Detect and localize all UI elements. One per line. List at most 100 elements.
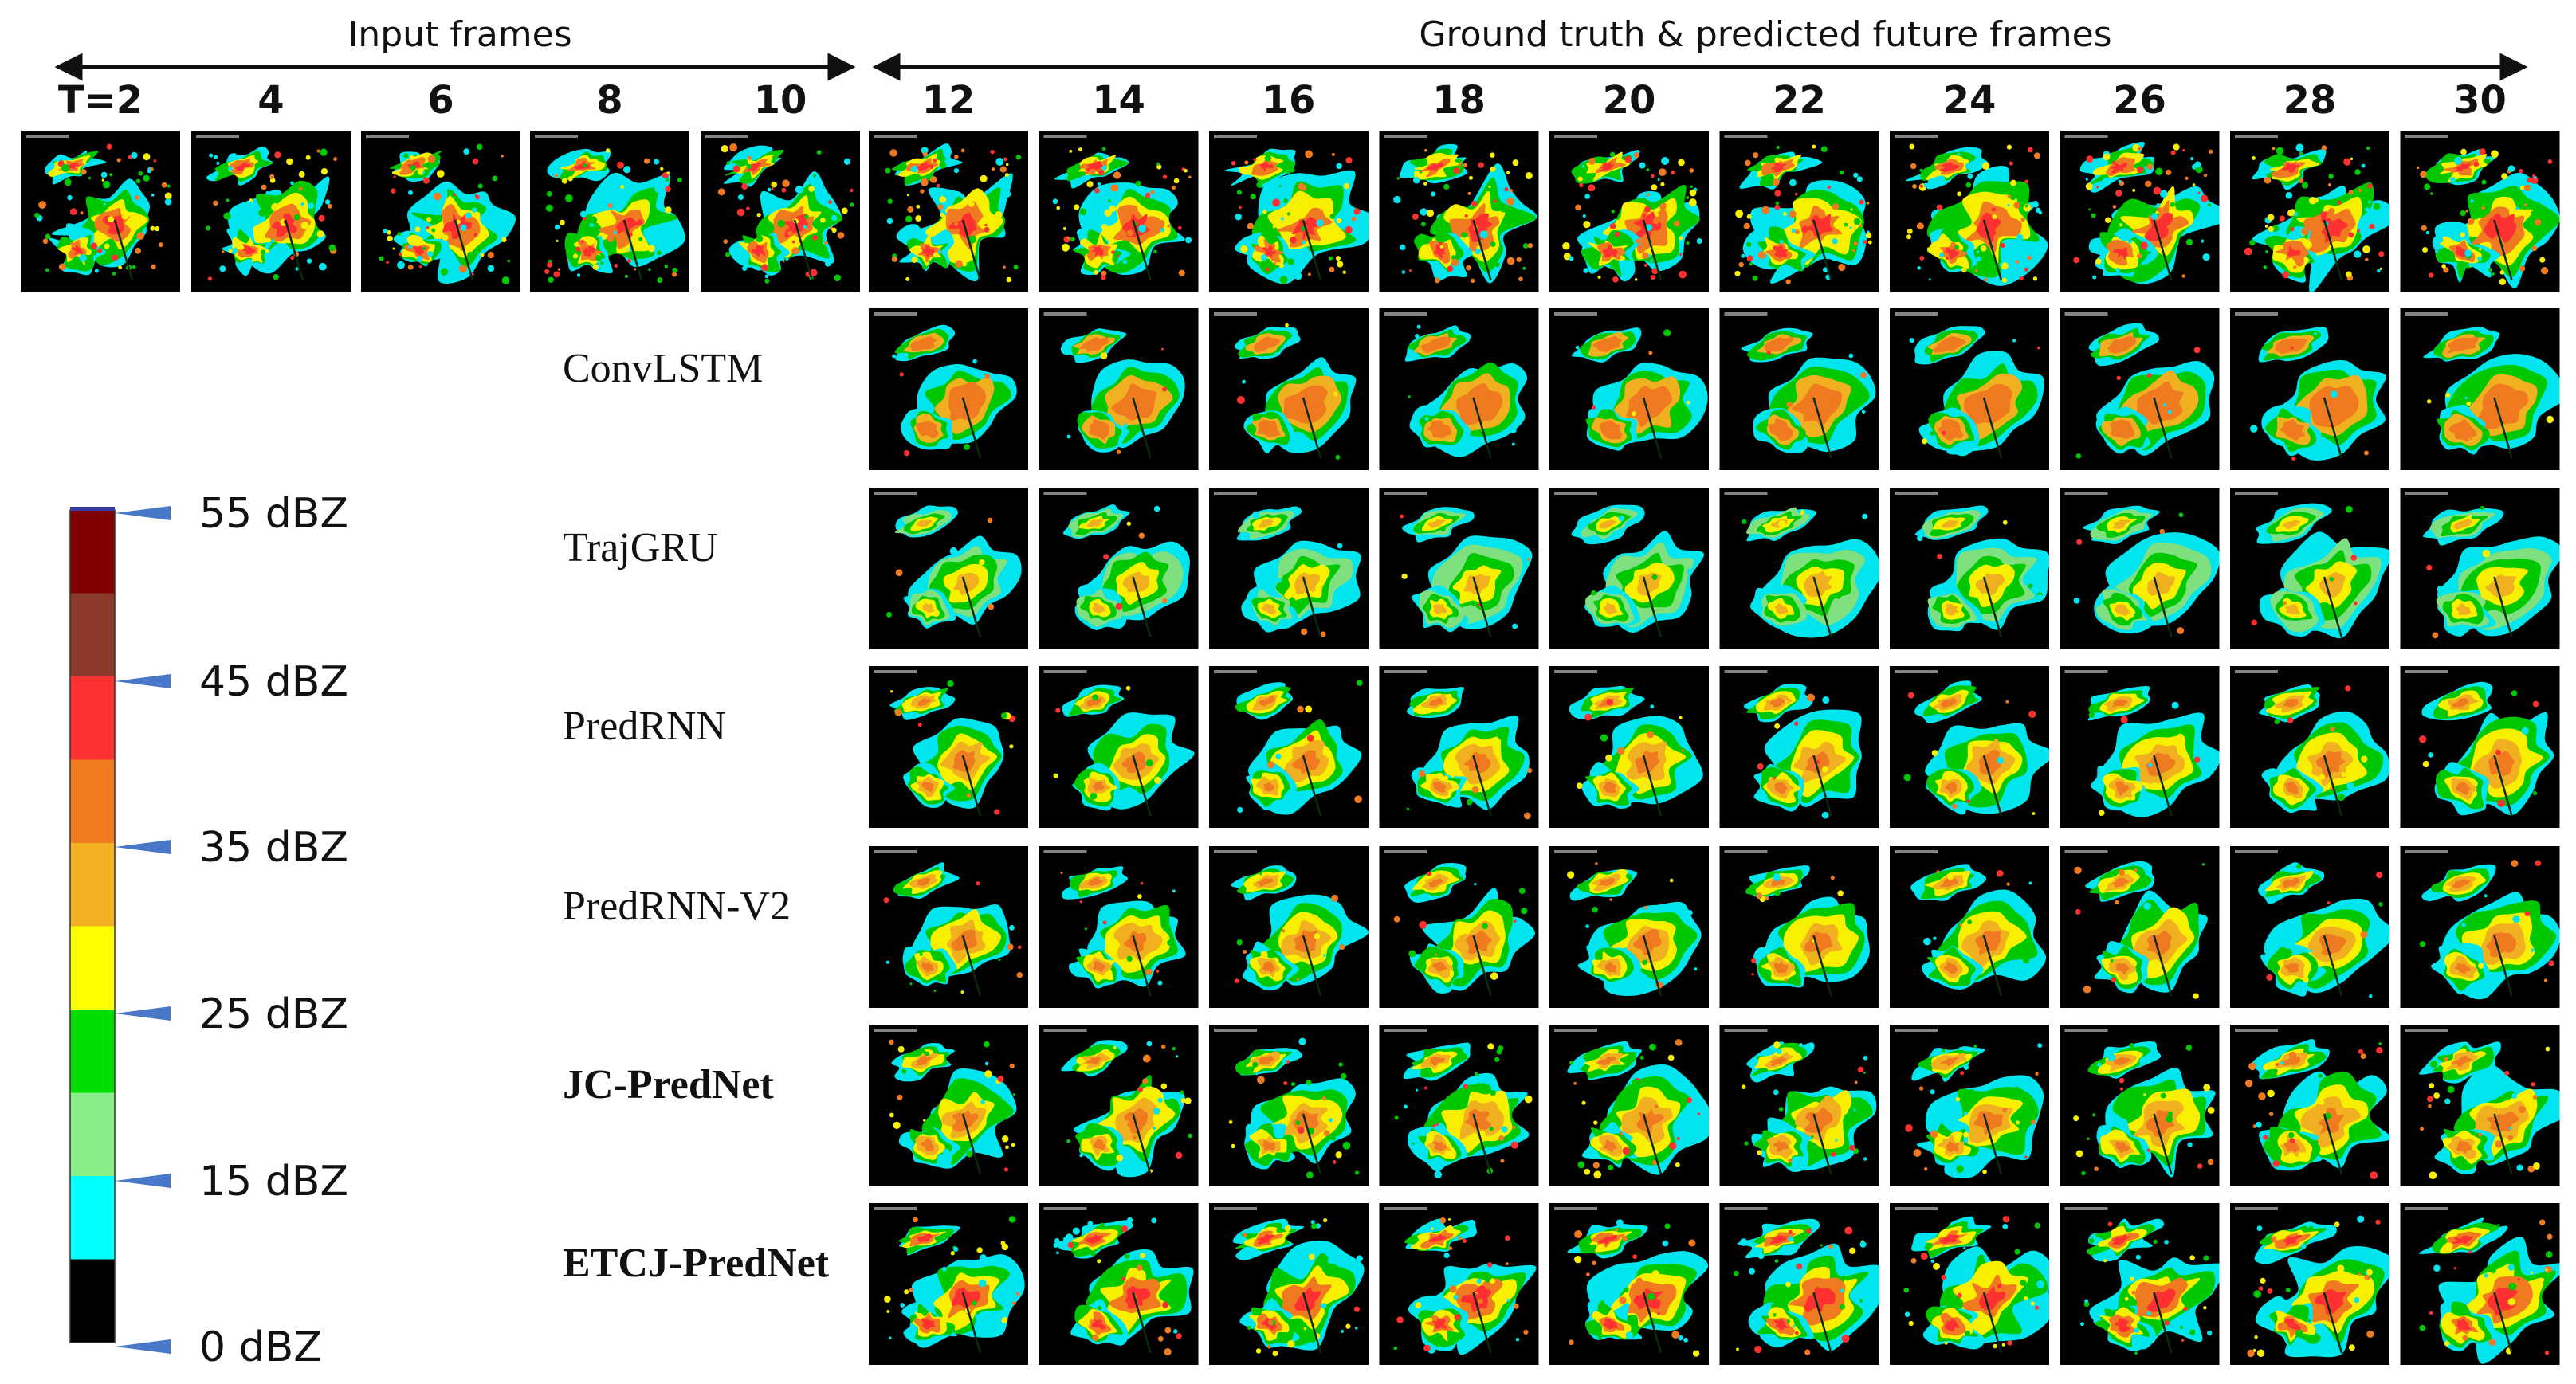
ground-truth-frame [2400,131,2560,292]
predicted-frame [2400,488,2560,649]
predicted-frame [1039,488,1199,649]
predicted-frame [2400,1025,2560,1186]
colorbar-label: 35 dBZ [199,824,348,872]
model-name-label: JC-PredNet [563,1062,774,1108]
predicted-frame [1890,1203,2049,1365]
predicted-frame [869,1025,1028,1186]
predicted-frame [1719,488,1879,649]
colorbar-marker [115,1174,171,1188]
model-name-label: TrajGRU [563,525,718,570]
predicted-frame [869,846,1028,1008]
predicted-frame [2400,1203,2560,1365]
predicted-frame [2060,1025,2220,1186]
predicted-frame [1549,1203,1709,1365]
model-row: JC-PredNet [563,1025,2560,1186]
time-step-label: 30 [2453,78,2507,123]
time-step-label: 24 [1943,78,1997,123]
predicted-frame [1379,1025,1539,1186]
ground-truth-frame [1379,131,1539,292]
predicted-frame [2230,846,2389,1008]
time-step-label: T=2 [58,78,143,123]
model-name-label: ETCJ-PredNet [563,1241,830,1286]
predicted-frame [2060,488,2220,649]
colorbar-label: 55 dBZ [199,490,348,538]
predicted-frame [1890,308,2049,470]
time-step-label: 18 [1432,78,1486,123]
model-row: PredRNN-V2 [563,846,2560,1008]
colorbar-band [70,843,115,927]
colorbar-legend: 55 dBZ 45 dBZ 35 dBZ 25 dBZ 15 dBZ 0 dBZ [69,490,348,1371]
predicted-frame [1549,1025,1709,1186]
ground-truth-frame [2060,131,2220,292]
input-frames-label: Input frames [348,14,571,55]
predicted-frame [2230,308,2389,470]
ground-truth-frame [869,131,1028,292]
predicted-frame [1549,488,1709,649]
ground-truth-frame [1890,131,2049,292]
predicted-frame [2230,1203,2389,1365]
time-step-label: 8 [596,78,622,123]
predicted-frame [1209,488,1368,649]
predicted-frame [2400,308,2560,470]
predicted-frame [1039,846,1199,1008]
ground-truth-frame [191,131,351,292]
predicted-frame [1039,308,1199,470]
time-step-label: 20 [1603,78,1656,123]
predicted-frame [1719,1025,1879,1186]
colorbar-band [70,676,115,760]
predicted-frame [1209,846,1368,1008]
predicted-frame [2230,488,2389,649]
ground-truth-frame [530,131,689,292]
model-name-label: PredRNN-V2 [563,884,791,929]
predicted-frame [2060,666,2220,828]
predicted-frame [1890,666,2049,828]
model-prediction-rows: ConvLSTM TrajGRU PredRNN PredRNN-V2 JC-PredN… [563,308,2560,1365]
time-step-labels: T=2 4 6 8 10 12 14 16 18 20 22 24 26 28 30 [58,78,2507,123]
model-row: TrajGRU [563,488,2560,649]
predicted-frame [1549,666,1709,828]
predicted-frame [2400,666,2560,828]
ground-truth-frame [1039,131,1199,292]
predicted-frame [1379,308,1539,470]
colorbar-band [70,926,115,1010]
predicted-frame [1549,846,1709,1008]
predicted-frame [1039,666,1199,828]
predicted-frame [1379,846,1539,1008]
predicted-frame [2230,1025,2389,1186]
model-name-label: PredRNN [563,704,726,749]
ground-truth-frame [21,131,180,292]
ground-truth-row [21,131,2560,292]
colorbar-label: 45 dBZ [199,658,348,706]
model-row: ConvLSTM [563,308,2560,470]
predicted-frame [1209,666,1368,828]
predicted-frame [869,488,1028,649]
predicted-frame [1209,308,1368,470]
predicted-frame [1890,1025,2049,1186]
predicted-frame [2400,846,2560,1008]
predicted-frame [869,1203,1028,1365]
ground-truth-frame [701,131,860,292]
predicted-frame [2230,666,2389,828]
predicted-frame [1209,1025,1368,1186]
predicted-frame [1890,488,2049,649]
time-step-label: 28 [2283,78,2337,123]
time-step-label: 10 [754,78,807,123]
predicted-frame [1379,1203,1539,1365]
colorbar-band [70,759,115,844]
predicted-frame [1719,666,1879,828]
time-step-label: 14 [1092,78,1145,123]
colorbar-band [70,1092,115,1177]
predicted-frame [1379,666,1539,828]
future-frames-label: Ground truth & predicted future frames [1419,14,2111,55]
ground-truth-frame [1549,131,1709,292]
time-step-label: 6 [427,78,454,123]
colorbar-marker [115,1006,171,1021]
model-name-label: ConvLSTM [563,346,763,391]
predicted-frame [1039,1203,1199,1365]
colorbar-band [70,1259,115,1343]
colorbar-label: 25 dBZ [199,990,348,1038]
colorbar-marker [115,840,171,854]
predicted-frame [2060,308,2220,470]
colorbar-marker [115,674,171,688]
